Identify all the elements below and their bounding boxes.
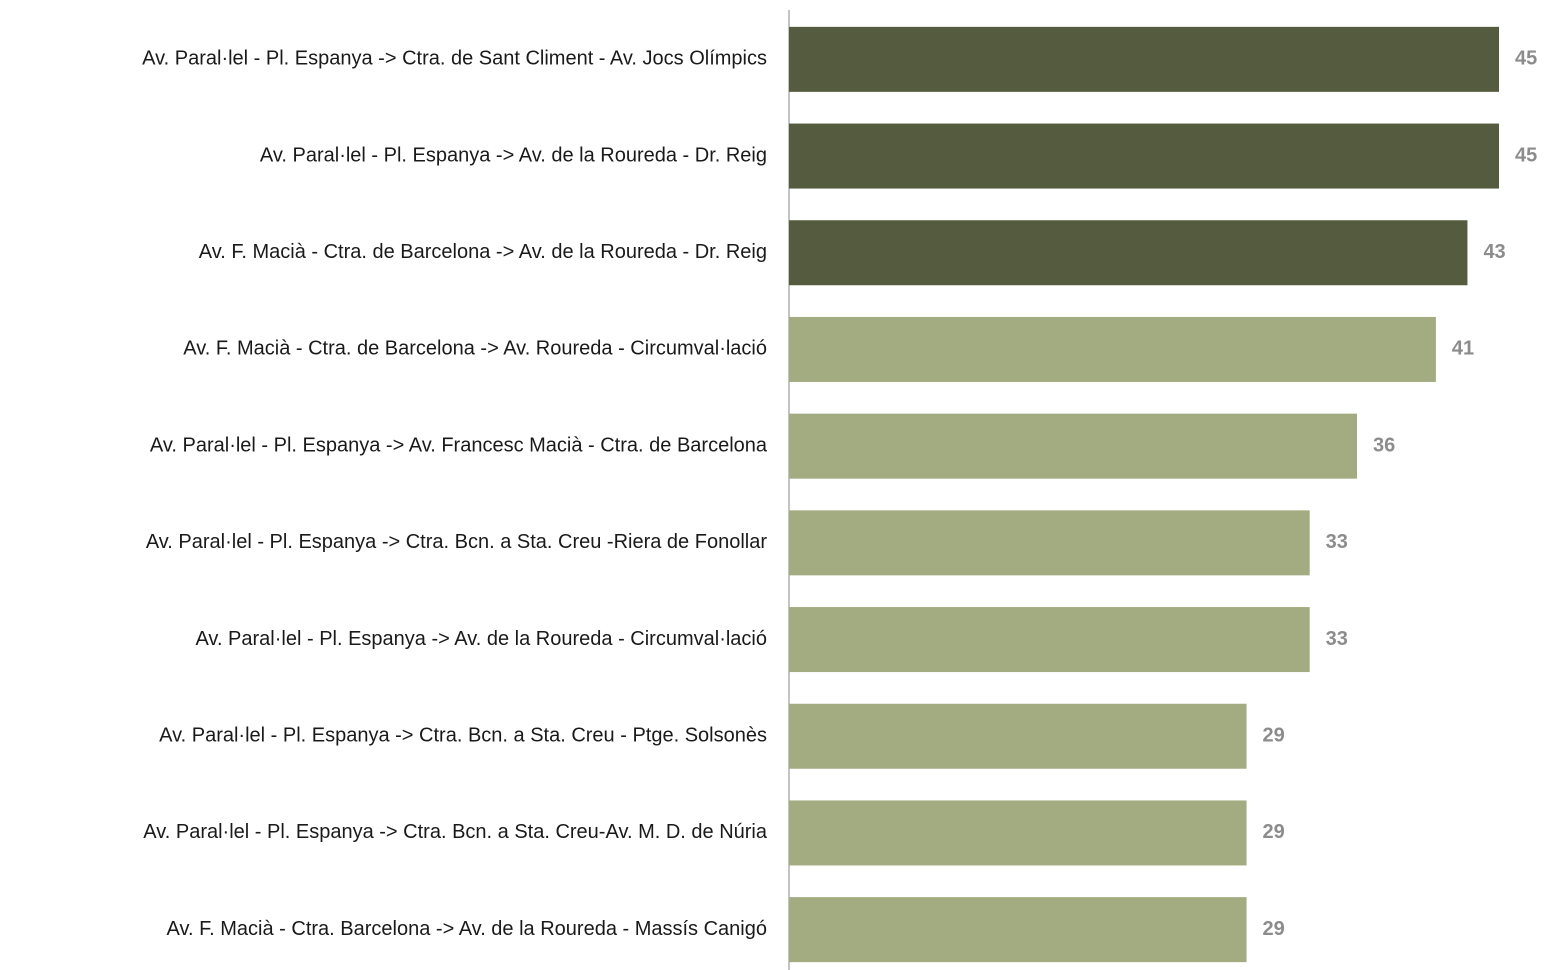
- category-label: Av. Paral·lel - Pl. Espanya -> Av. de la…: [195, 628, 767, 650]
- category-label: Av. F. Macià - Ctra. de Barcelona -> Av.…: [183, 338, 767, 360]
- value-label: 33: [1326, 628, 1348, 650]
- value-label: 41: [1452, 338, 1474, 360]
- category-label: Av. F. Macià - Ctra. de Barcelona -> Av.…: [199, 241, 767, 263]
- value-label: 29: [1263, 725, 1285, 747]
- bar: [789, 800, 1247, 866]
- bar: [789, 510, 1310, 576]
- value-label: 45: [1515, 144, 1537, 166]
- category-label: Av. Paral·lel - Pl. Espanya -> Av. Franc…: [150, 434, 768, 456]
- bar: [789, 123, 1499, 189]
- category-label: Av. Paral·lel - Pl. Espanya -> Ctra. Bcn…: [146, 531, 768, 553]
- bar: [789, 316, 1436, 382]
- category-label: Av. Paral·lel - Pl. Espanya -> Ctra. de …: [142, 48, 767, 70]
- value-label: 29: [1263, 821, 1285, 843]
- bar: [789, 607, 1310, 673]
- value-label: 43: [1483, 241, 1505, 263]
- bar: [789, 413, 1357, 479]
- value-label: 45: [1515, 48, 1537, 70]
- value-label: 29: [1263, 918, 1285, 940]
- category-label: Av. Paral·lel - Pl. Espanya -> Ctra. Bcn…: [143, 821, 768, 843]
- bar: [789, 703, 1247, 769]
- value-label: 33: [1326, 531, 1348, 553]
- category-label: Av. F. Macià - Ctra. Barcelona -> Av. de…: [167, 918, 767, 940]
- value-label: 36: [1373, 434, 1395, 456]
- category-label: Av. Paral·lel - Pl. Espanya -> Ctra. Bcn…: [159, 725, 767, 747]
- bar: [789, 26, 1499, 92]
- bar: [789, 220, 1468, 286]
- category-label: Av. Paral·lel - Pl. Espanya -> Av. de la…: [260, 144, 767, 166]
- bar: [789, 897, 1247, 963]
